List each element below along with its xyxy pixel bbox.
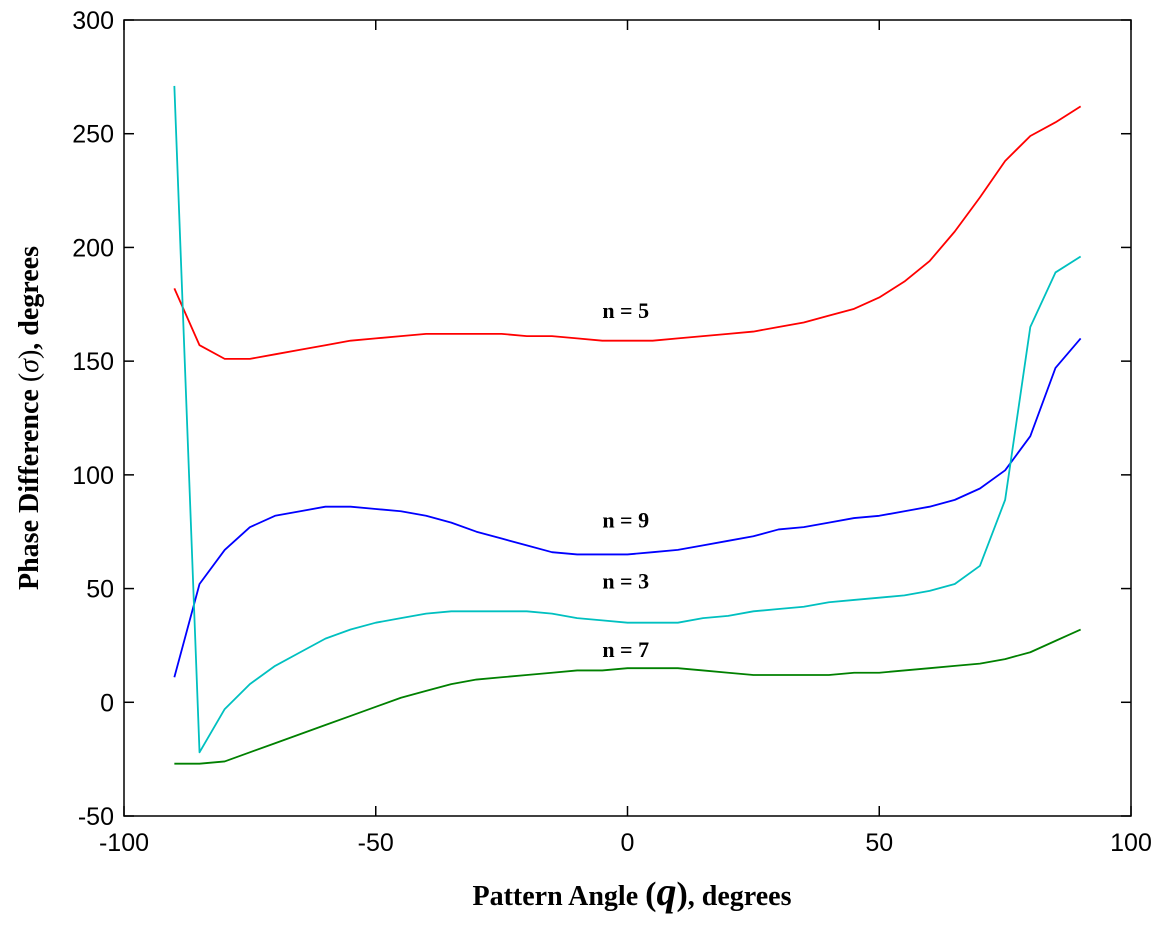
series-line-n9 [173,337,1082,678]
x-axis-label: Pattern Angle (q), degrees [473,869,792,914]
y-tick-label: 300 [72,7,114,35]
y-axis-label-sigma-symbol: σ [14,358,45,373]
y-axis-label-text: Phase Difference [14,382,45,590]
x-tick-label: -100 [99,829,149,857]
x-tick-label: 100 [1110,829,1152,857]
series-labels: n = 5 n = 9 n = 3 n = 7 [602,298,649,662]
y-tick-label: 0 [100,689,114,717]
y-tick-label: -50 [78,803,114,831]
x-tick-label: -50 [358,829,394,857]
x-axis-label-text: Pattern Angle [473,881,646,912]
series-lines [173,85,1082,765]
y-tick-label: 50 [86,576,114,604]
y-axis-label-units: , degrees [14,246,45,350]
y-tick-label: 250 [72,121,114,149]
plot-area-frame [123,19,1132,817]
x-axis-label-open-paren: ( [645,876,656,913]
series-label-n5: n = 5 [602,298,649,323]
y-axis-label: Phase Difference (σ), degrees [14,246,45,590]
series-line-n7 [174,628,1082,765]
series-line-n3 [173,85,1082,754]
x-tick-label: 50 [865,829,893,857]
series-label-n9: n = 9 [602,507,649,532]
x-axis-label-units: , degrees [688,881,792,912]
y-tick-label: 150 [72,348,114,376]
series-label-n3: n = 3 [602,569,649,594]
y-axis-label-open-paren: ( [14,373,45,382]
series-label-n7: n = 7 [602,637,649,662]
y-tick-label: 100 [72,462,114,490]
x-axis-label-close-paren: ) [676,876,687,913]
y-tick-label: 200 [72,234,114,262]
series-line-n5 [173,105,1082,360]
x-axis-label-theta-symbol: q [656,869,676,914]
y-axis-label-close-paren: ) [14,350,45,359]
x-tick-label: 0 [621,829,635,857]
